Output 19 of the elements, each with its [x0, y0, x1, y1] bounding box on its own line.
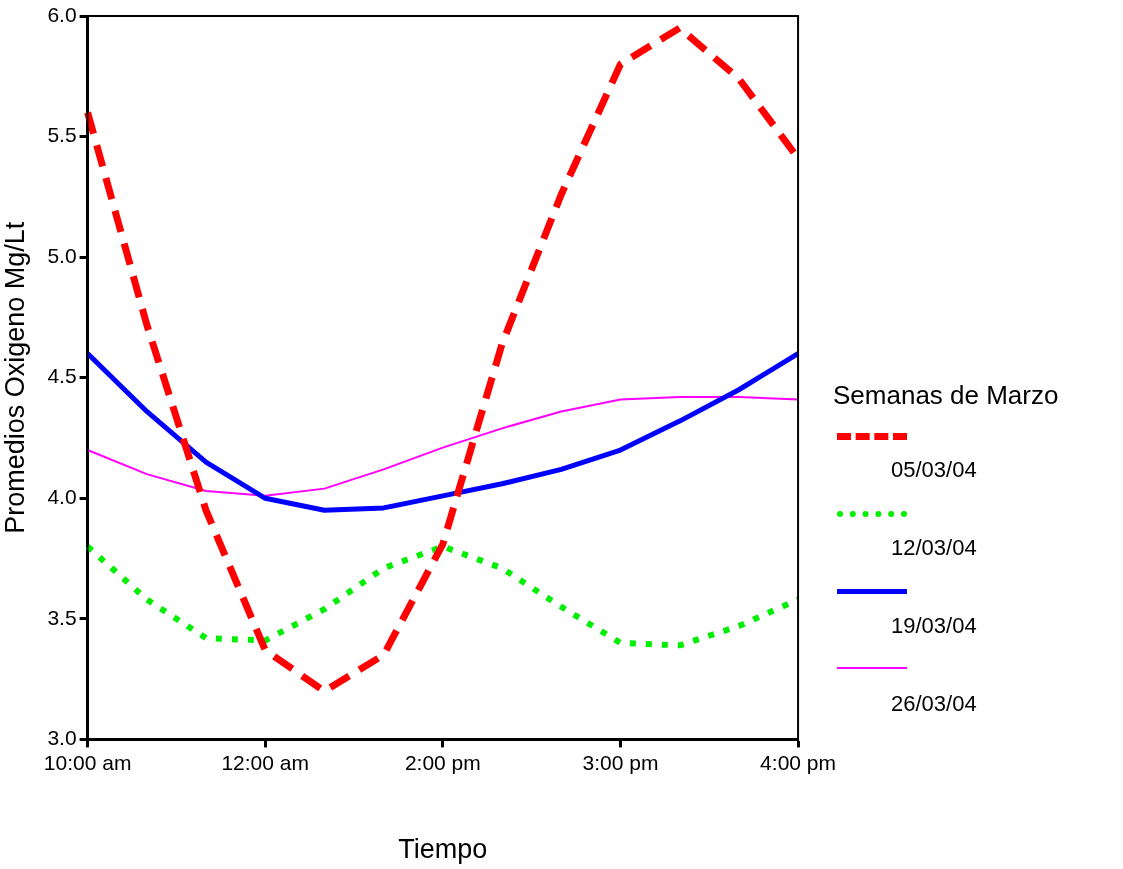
y-tick-label: 3.5: [47, 605, 77, 629]
x-tick-label: 4:00 pm: [760, 750, 837, 774]
y-tick-label: 5.5: [47, 123, 77, 147]
legend-title: Semanas de Marzo: [833, 380, 1060, 411]
y-axis-title: Promedios Oxigeno Mg/Lt: [0, 221, 30, 534]
x-tick-label: 2:00 pm: [404, 750, 481, 774]
x-tick-label: 3:00 pm: [582, 750, 659, 774]
legend-label: 05/03/04: [891, 457, 977, 483]
y-tick-label: 6.0: [47, 2, 77, 26]
legend-label: 26/03/04: [891, 691, 977, 717]
y-tick-label: 5.0: [47, 243, 77, 267]
legend-label: 12/03/04: [891, 535, 977, 561]
y-tick-label: 3.0: [47, 726, 77, 750]
y-tick-label: 4.5: [47, 364, 77, 388]
legend-label: 19/03/04: [891, 613, 977, 639]
x-tick-label: 10:00 am: [43, 750, 132, 774]
x-tick-label: 12:00 am: [221, 750, 309, 774]
x-axis-title: Tiempo: [398, 834, 488, 865]
y-tick-label: 4.0: [47, 485, 77, 509]
